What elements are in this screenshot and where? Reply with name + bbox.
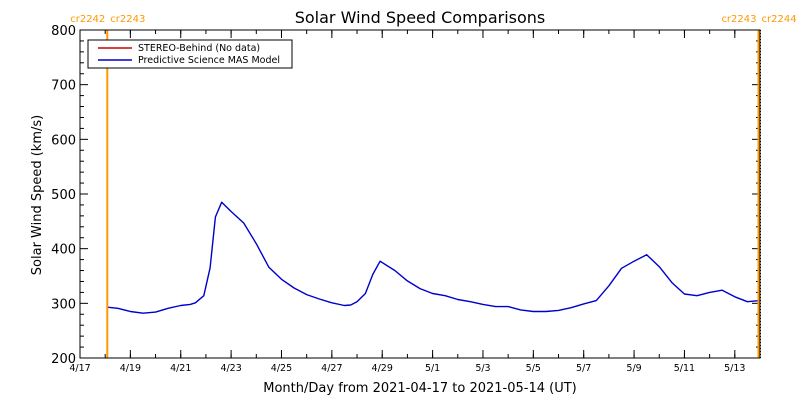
y-tick-label: 700 bbox=[51, 79, 76, 94]
y-tick-label: 200 bbox=[51, 352, 76, 367]
series-line-1 bbox=[107, 201, 761, 314]
x-tick-label: 4/21 bbox=[170, 363, 191, 374]
y-tick-label: 800 bbox=[51, 24, 76, 39]
x-tick-label: 5/11 bbox=[674, 363, 695, 374]
x-tick-label: 4/27 bbox=[321, 363, 342, 374]
legend-box bbox=[87, 39, 293, 69]
y-axis-label: Solar Wind Speed (km/s) bbox=[30, 115, 45, 275]
x-tick-label: 5/13 bbox=[724, 363, 745, 374]
y-tick-label: 300 bbox=[51, 297, 76, 312]
carrington-label-left-a: cr2242 bbox=[70, 14, 105, 25]
legend-label-mas-model: Predictive Science MAS Model bbox=[138, 55, 280, 66]
carrington-label-right-b: cr2244 bbox=[762, 14, 797, 25]
x-tick-label: 4/25 bbox=[271, 363, 292, 374]
x-axis-ticks: 4/17 4/19 4/21 4/23 4/25 4/27 4/29 5/1 5/3 5/5 5/7… bbox=[69, 30, 745, 374]
x-tick-label: 5/9 bbox=[626, 363, 641, 374]
y-tick-label: 400 bbox=[51, 243, 76, 258]
carrington-label-right-a: cr2243 bbox=[721, 14, 756, 25]
x-tick-label: 4/17 bbox=[69, 363, 90, 374]
plot-frame bbox=[79, 29, 761, 359]
y-tick-label: 500 bbox=[51, 188, 76, 203]
y-axis-ticks: 200 300 400 500 600 700 800 bbox=[51, 24, 760, 367]
x-tick-label: 5/3 bbox=[475, 363, 490, 374]
y-tick-label: 600 bbox=[51, 133, 76, 148]
x-tick-label: 4/23 bbox=[220, 363, 241, 374]
x-tick-label: 5/1 bbox=[425, 363, 440, 374]
x-axis-label: Month/Day from 2021-04-17 to 2021-05-14 … bbox=[263, 381, 576, 396]
chart-title: Solar Wind Speed Comparisons bbox=[295, 8, 546, 27]
legend-label-stereo: STEREO-Behind (No data) bbox=[138, 43, 260, 54]
legend: STEREO-Behind (No data) Predictive Scien… bbox=[87, 39, 293, 69]
x-tick-label: 4/19 bbox=[120, 363, 141, 374]
carrington-label-left-b: cr2243 bbox=[110, 14, 145, 25]
x-tick-label: 4/29 bbox=[372, 363, 393, 374]
series-layer bbox=[107, 201, 761, 314]
x-tick-label: 5/5 bbox=[526, 363, 541, 374]
x-tick-label: 5/7 bbox=[576, 363, 591, 374]
